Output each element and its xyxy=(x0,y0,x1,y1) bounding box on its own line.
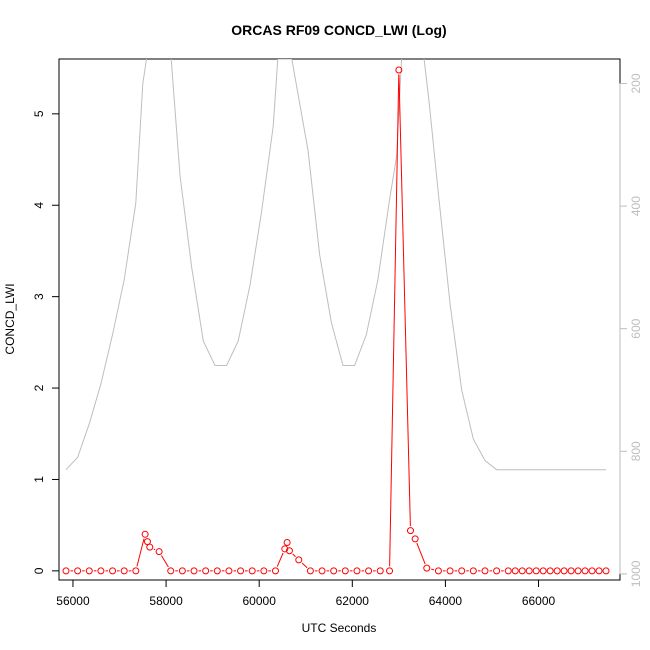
series-segment xyxy=(161,555,169,568)
data-point xyxy=(295,556,303,564)
series-layer xyxy=(62,59,610,575)
right-tick-label: 400 xyxy=(629,196,643,216)
data-point xyxy=(469,567,477,575)
x-tick-label: 56000 xyxy=(56,594,90,608)
data-point xyxy=(330,567,338,575)
data-point xyxy=(62,567,70,575)
y-tick-label: 1 xyxy=(32,476,46,483)
data-point xyxy=(525,567,533,575)
data-point xyxy=(178,567,186,575)
data-point xyxy=(588,567,596,575)
x-tick-label: 62000 xyxy=(336,594,370,608)
data-point xyxy=(595,567,603,575)
right-tick-label: 600 xyxy=(629,318,643,338)
right-tick-label: 1000 xyxy=(629,560,643,587)
series-segment xyxy=(136,538,145,567)
data-point xyxy=(237,567,245,575)
data-point xyxy=(434,567,442,575)
data-point xyxy=(395,66,403,74)
data-point xyxy=(574,567,582,575)
chart-title: ORCAS RF09 CONCD_LWI (Log) xyxy=(231,22,446,38)
data-point xyxy=(306,567,314,575)
data-point xyxy=(411,535,419,543)
y-axis-label: CONCD_LWI xyxy=(3,283,17,354)
data-point xyxy=(458,567,466,575)
series-segment xyxy=(389,74,400,567)
y-axis: 0 1 2 3 4 5 xyxy=(32,110,60,574)
data-point xyxy=(285,547,293,555)
data-point xyxy=(248,567,256,575)
data-point xyxy=(120,567,128,575)
data-point xyxy=(281,545,289,553)
data-point xyxy=(553,567,561,575)
y-tick-label: 5 xyxy=(32,110,46,117)
data-point xyxy=(493,567,501,575)
data-point xyxy=(213,567,221,575)
data-point xyxy=(546,567,554,575)
x-axis-label: UTC Seconds xyxy=(302,621,377,635)
data-point xyxy=(423,564,431,572)
data-point xyxy=(146,543,154,551)
data-point xyxy=(271,567,279,575)
data-point xyxy=(190,567,198,575)
x-axis: 56000 58000 60000 62000 64000 66000 xyxy=(56,579,556,608)
concd-lwi-series xyxy=(62,66,610,575)
series-segment xyxy=(431,568,435,571)
right-axis: 200 400 600 800 1000 xyxy=(619,73,643,587)
data-point xyxy=(353,567,361,575)
y-tick-label: 4 xyxy=(32,202,46,209)
data-point xyxy=(74,567,82,575)
data-point xyxy=(260,567,268,575)
data-point xyxy=(167,567,175,575)
altitude-line xyxy=(65,59,606,471)
x-tick-label: 58000 xyxy=(149,594,183,608)
x-tick-label: 60000 xyxy=(243,594,277,608)
series-segment xyxy=(398,74,411,527)
data-point xyxy=(202,567,210,575)
data-point xyxy=(581,567,589,575)
x-tick-label: 66000 xyxy=(522,594,556,608)
data-point xyxy=(365,567,373,575)
data-point xyxy=(504,567,512,575)
data-point xyxy=(518,567,526,575)
data-point xyxy=(481,567,489,575)
data-point xyxy=(141,530,149,538)
data-point xyxy=(97,567,105,575)
right-tick-label: 200 xyxy=(629,73,643,93)
data-point xyxy=(376,567,384,575)
series-segment xyxy=(416,542,426,565)
data-point xyxy=(511,567,519,575)
series-segment xyxy=(292,553,296,558)
data-point xyxy=(560,567,568,575)
data-point xyxy=(318,567,326,575)
plot-area xyxy=(58,58,621,581)
x-tick-label: 64000 xyxy=(429,594,463,608)
data-point xyxy=(155,548,163,556)
data-point xyxy=(386,567,394,575)
y-tick-label: 0 xyxy=(32,567,46,574)
data-point xyxy=(283,539,291,547)
data-point xyxy=(85,567,93,575)
series-segment xyxy=(301,562,308,569)
data-point xyxy=(406,527,414,535)
data-point xyxy=(132,567,140,575)
data-point xyxy=(602,567,610,575)
data-point xyxy=(539,567,547,575)
series-segment xyxy=(153,548,156,551)
series-segment xyxy=(276,552,284,567)
data-point xyxy=(567,567,575,575)
right-tick-label: 800 xyxy=(629,441,643,461)
data-point xyxy=(341,567,349,575)
data-point xyxy=(109,567,117,575)
data-point xyxy=(532,567,540,575)
y-tick-label: 2 xyxy=(32,384,46,391)
y-tick-label: 3 xyxy=(32,293,46,300)
data-point xyxy=(446,567,454,575)
data-point xyxy=(225,567,233,575)
